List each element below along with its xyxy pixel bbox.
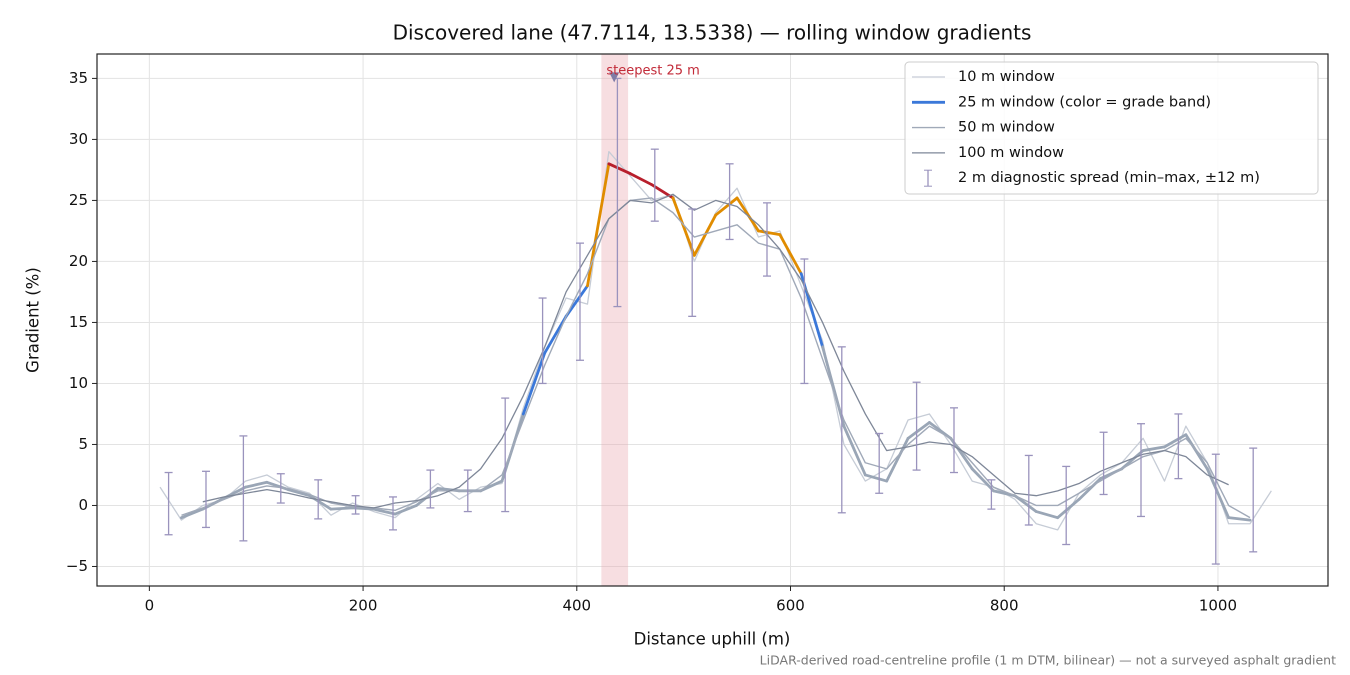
line-segment — [372, 507, 397, 516]
line-segment — [244, 480, 269, 489]
line-segment — [308, 494, 333, 511]
y-tick-label: 5 — [78, 435, 88, 453]
line-segment — [543, 314, 568, 355]
chart-title: Discovered lane (47.7114, 13.5338) — rol… — [393, 21, 1032, 45]
plot-frame — [96, 53, 1329, 587]
line-segment — [521, 351, 547, 416]
legend-label: 50 m window — [958, 120, 1055, 136]
error-bar — [1136, 423, 1145, 518]
error-bar — [463, 469, 472, 513]
x-axis-label: Distance uphill (m) — [634, 630, 791, 649]
y-tick-label: 30 — [69, 130, 88, 148]
error-bar — [501, 397, 510, 513]
y-tick-label: 25 — [69, 191, 88, 209]
error-bar — [426, 469, 435, 509]
annotation: steepest 25 m — [606, 64, 699, 79]
x-tick-label: 200 — [349, 597, 378, 615]
error-bar — [1211, 453, 1220, 565]
line — [159, 150, 1272, 531]
error-bar — [912, 381, 921, 471]
error-bar — [314, 479, 323, 520]
error-bar — [164, 471, 173, 536]
error-bar — [575, 242, 584, 361]
line-segment — [842, 424, 867, 477]
line-segment — [1077, 477, 1102, 501]
error-bar — [1062, 465, 1071, 546]
line — [181, 197, 1251, 519]
error-bar — [837, 346, 846, 514]
line-segment — [885, 436, 910, 483]
error-bar — [239, 435, 248, 542]
error-bar — [650, 148, 659, 222]
error-bar — [725, 163, 734, 241]
highlight-band — [601, 54, 629, 586]
y-axis-label: Gradient (%) — [24, 267, 43, 373]
line-segment — [1227, 516, 1252, 522]
line-segment — [757, 229, 782, 236]
line-segment — [180, 507, 205, 520]
error-bar — [351, 495, 360, 515]
line-segment — [1013, 494, 1038, 513]
error-bar — [875, 432, 884, 494]
line-segment — [692, 213, 718, 257]
line — [202, 193, 1229, 509]
error-bar — [276, 473, 285, 504]
line-segment — [863, 473, 889, 483]
line-segment — [1056, 497, 1081, 520]
y-tick-label: −5 — [66, 557, 88, 575]
error-bar — [949, 407, 958, 474]
error-bar — [388, 496, 397, 531]
y-tick-label: 20 — [69, 252, 88, 270]
line-segment — [286, 488, 312, 498]
line-segment — [1141, 445, 1166, 452]
line-segment — [393, 504, 418, 516]
line-segment — [778, 233, 803, 276]
error-bar — [1174, 413, 1183, 480]
legend: 10 m window 25 m window (color = grade ba… — [904, 61, 1319, 195]
line-segment — [821, 345, 846, 428]
x-tick-label: 1000 — [1199, 597, 1237, 615]
line-segment — [564, 284, 589, 318]
error-bar — [688, 208, 697, 317]
y-tick-label: 10 — [69, 374, 88, 392]
x-tick-label: 400 — [562, 597, 591, 615]
error-bar — [987, 479, 996, 510]
x-tick-label: 0 — [145, 597, 155, 615]
legend-label: 100 m window — [958, 145, 1064, 161]
legend-label: 25 m window (color = grade band) — [958, 94, 1211, 110]
footnote: LiDAR-derived road-centreline profile (1… — [760, 653, 1336, 668]
line-segment — [970, 467, 995, 493]
line-segment — [671, 196, 696, 257]
error-bar — [1099, 431, 1108, 496]
error-bar — [800, 258, 809, 385]
error-bar — [1024, 454, 1033, 526]
line-segment — [479, 479, 504, 493]
error-bar — [762, 202, 771, 277]
line-segment — [1163, 433, 1188, 449]
line-segment — [329, 506, 354, 511]
x-tick-label: 600 — [776, 597, 805, 615]
line-segment — [1184, 433, 1209, 471]
line-segment — [607, 162, 632, 175]
line-segment — [714, 196, 739, 217]
legend-box — [904, 61, 1319, 195]
line-segment — [1120, 449, 1145, 471]
x-tick-label: 800 — [990, 597, 1019, 615]
peak-marker — [609, 72, 620, 83]
y-tick-label: 15 — [69, 313, 88, 331]
legend-label: 10 m window — [958, 69, 1055, 85]
error-bar — [201, 470, 210, 529]
y-tick-label: 35 — [69, 69, 88, 87]
line-segment — [906, 421, 931, 440]
y-tick-label: 0 — [78, 496, 88, 514]
line-segment — [628, 172, 653, 186]
legend-label: 2 m diagnostic spread (min–max, ±12 m) — [958, 170, 1260, 186]
line-segment — [735, 196, 760, 233]
line-segment — [1034, 510, 1060, 520]
error-bar — [538, 297, 547, 385]
error-bar — [1249, 447, 1258, 553]
